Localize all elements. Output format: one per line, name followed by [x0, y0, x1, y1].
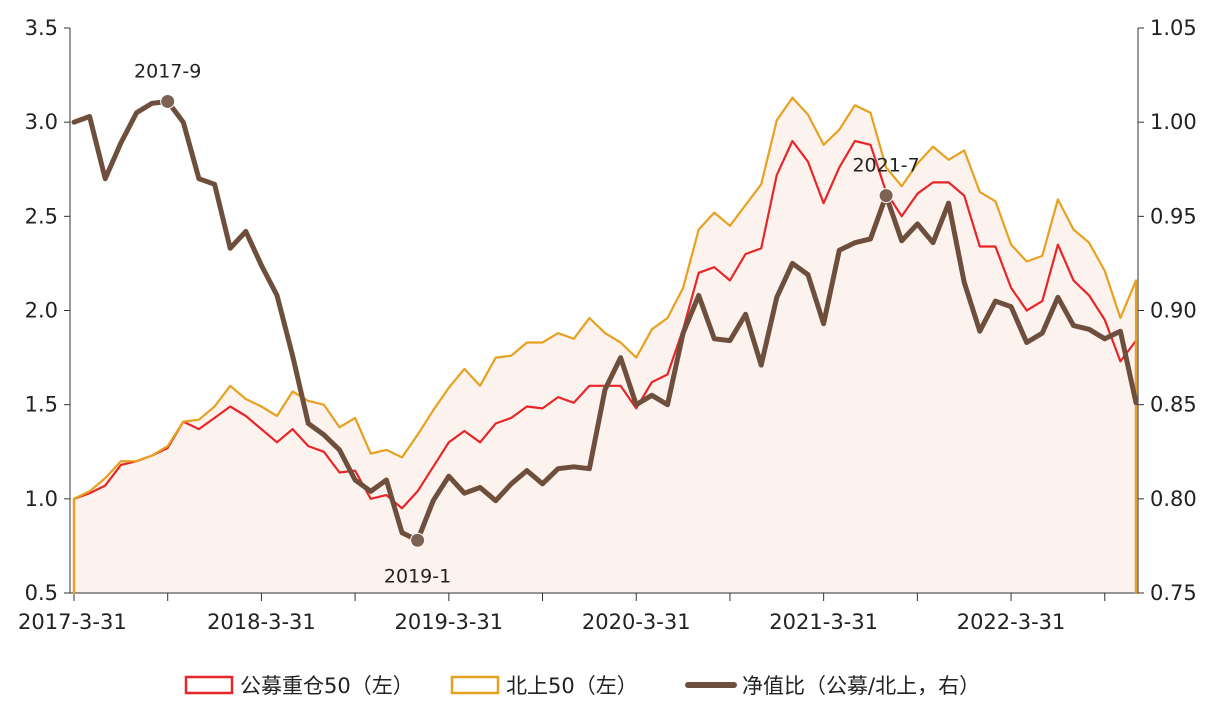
y-tick-label-right: 1.00	[1150, 110, 1197, 134]
y-tick-label-left: 2.5	[25, 204, 58, 228]
y-tick-label-right: 0.80	[1150, 487, 1197, 511]
y-tick-label-right: 0.75	[1150, 581, 1197, 605]
legend-label-2: 净值比（公募/北上，右）	[742, 674, 980, 698]
legend-label-1: 北上50（左）	[506, 674, 638, 698]
area-fill-layer	[74, 97, 1136, 593]
legend-label-0: 公募重仓50（左）	[240, 674, 414, 698]
x-tick-label: 2020-3-31	[582, 610, 691, 634]
annotation-point	[160, 93, 176, 109]
legend: 公募重仓50（左） 北上50（左） 净值比（公募/北上，右）	[184, 674, 980, 698]
series-line-2	[71, 99, 1139, 543]
legend-swatch-0	[184, 675, 234, 695]
y-tick-label-left: 1.5	[25, 393, 58, 417]
annotation-label: 2021-7	[852, 155, 919, 177]
x-tick-label: 2021-3-31	[769, 610, 878, 634]
annotation-label: 2017-9	[134, 60, 201, 82]
y-tick-label-right: 0.85	[1150, 393, 1197, 417]
y-tick-label-left: 0.5	[25, 581, 58, 605]
y-tick-label-left: 3.0	[25, 110, 58, 134]
annotation-point	[878, 188, 894, 204]
legend-swatch-1	[450, 675, 500, 695]
annotation-point	[410, 532, 426, 548]
y-tick-label-right: 1.05	[1150, 16, 1197, 40]
x-tick-label: 2017-3-31	[18, 610, 127, 634]
y-tick-label-left: 3.5	[25, 16, 58, 40]
annotation-layer: 2017-9 2019-1 2021-7	[134, 60, 920, 587]
x-tick-label: 2018-3-31	[207, 610, 316, 634]
y-tick-label-left: 2.0	[25, 299, 58, 323]
x-tick-label: 2019-3-31	[394, 610, 503, 634]
y-tick-label-right: 0.90	[1150, 299, 1197, 323]
axes-layer: 0.5 1.0 1.5 2.0 2.5 3.0 3.5 0.75 0.80 0.85 0.90 0.9…	[18, 16, 1197, 634]
area-fill	[74, 97, 1136, 593]
series-lines-layer	[71, 96, 1139, 595]
y-tick-label-left: 1.0	[25, 487, 58, 511]
annotation-label: 2019-1	[384, 565, 451, 587]
x-tick-label: 2022-3-31	[957, 610, 1066, 634]
series-line-1	[72, 96, 1138, 595]
y-tick-label-right: 0.95	[1150, 204, 1197, 228]
